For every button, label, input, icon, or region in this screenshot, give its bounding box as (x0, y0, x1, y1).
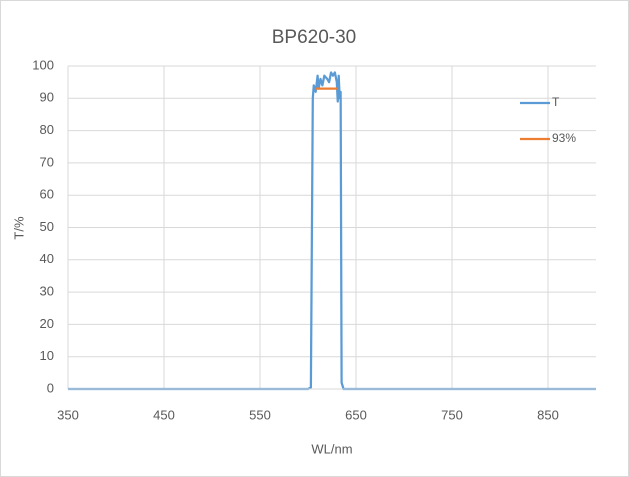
x-tick-label: 550 (249, 407, 271, 422)
x-tick-label: 450 (153, 407, 175, 422)
y-tick-label: 50 (40, 219, 54, 234)
y-tick-label: 10 (40, 348, 54, 363)
y-tick-label: 90 (40, 90, 54, 105)
x-tick-label: 750 (441, 407, 463, 422)
y-axis-label: T/% (11, 216, 26, 240)
x-axis-label: WL/nm (311, 441, 352, 456)
y-tick-label: 40 (40, 251, 54, 266)
y-tick-label: 30 (40, 284, 54, 299)
x-tick-label: 650 (345, 407, 367, 422)
y-tick-label: 70 (40, 154, 54, 169)
legend-label: T (552, 95, 560, 109)
x-tick-label: 350 (57, 407, 79, 422)
y-tick-label: 20 (40, 316, 54, 331)
y-tick-label: 100 (32, 57, 54, 72)
legend-label: 93% (552, 131, 576, 145)
y-tick-label: 60 (40, 187, 54, 202)
y-tick-label: 80 (40, 122, 54, 137)
series-line (68, 71, 596, 391)
x-tick-label: 850 (537, 407, 559, 422)
y-tick-label: 0 (47, 380, 54, 395)
chart-title: BP620-30 (272, 27, 357, 48)
